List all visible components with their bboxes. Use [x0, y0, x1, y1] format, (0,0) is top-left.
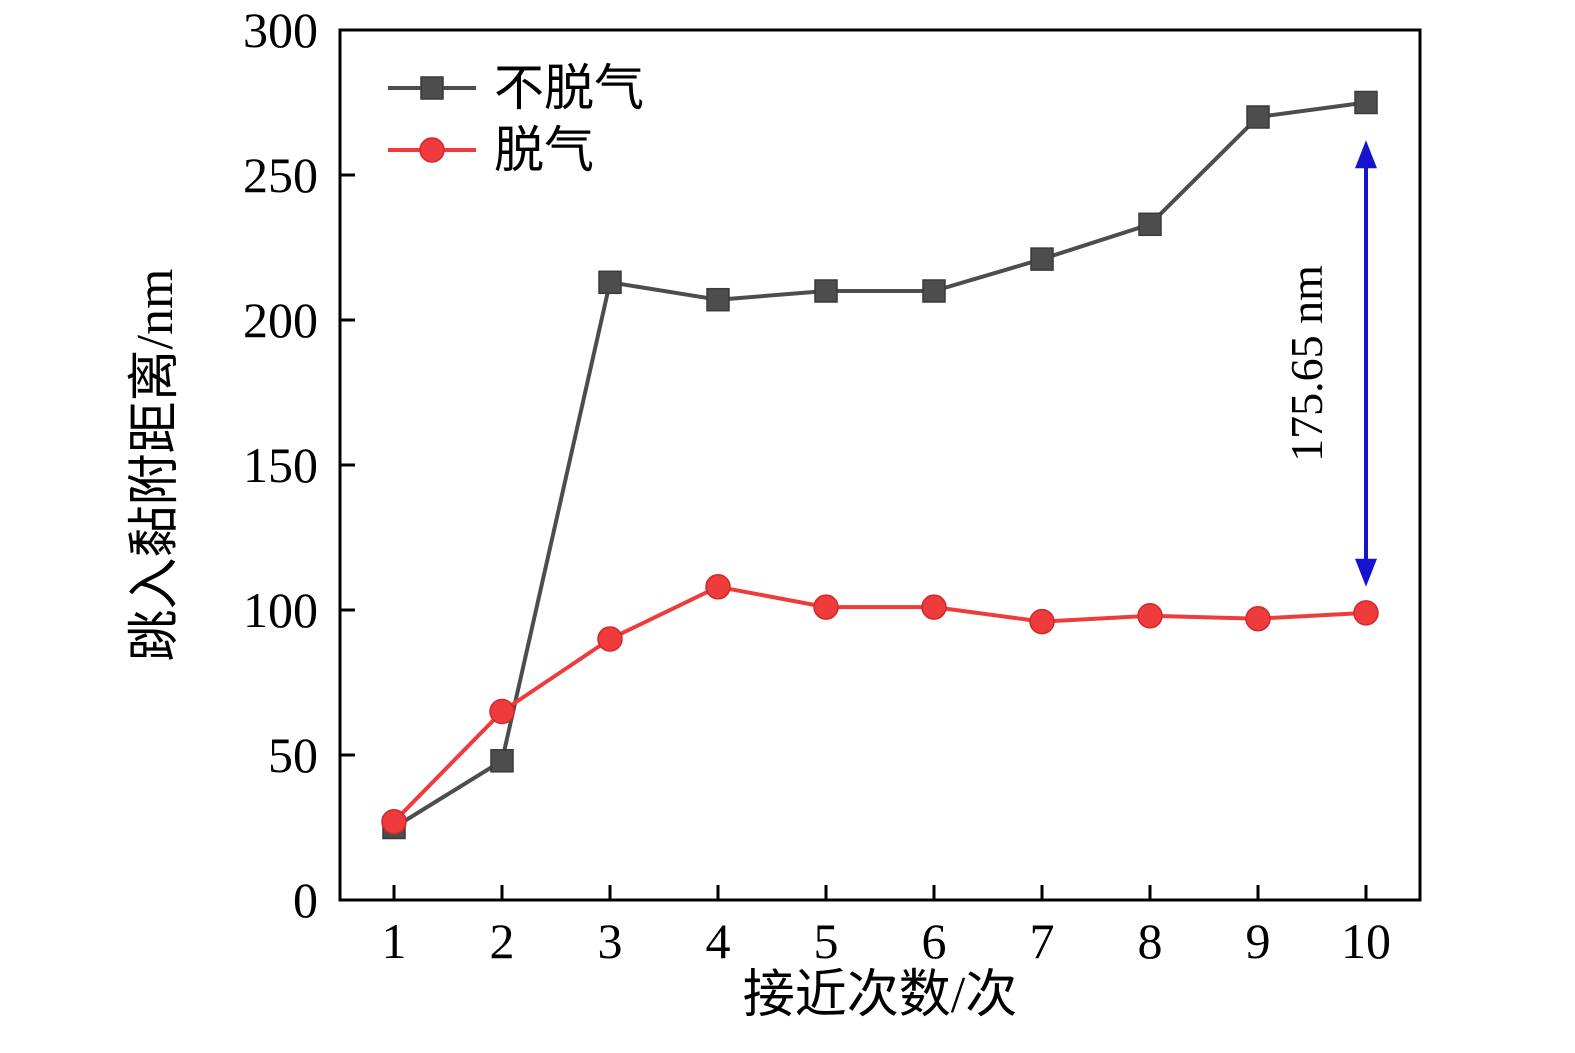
x-tick-label: 1 — [382, 913, 407, 969]
x-tick-label: 4 — [706, 913, 731, 969]
y-tick-label: 0 — [293, 872, 318, 928]
data-point-square — [814, 279, 838, 303]
data-point-circle — [489, 698, 515, 725]
legend-label: 不脱气 — [494, 60, 644, 116]
data-point-circle — [1245, 605, 1271, 632]
x-tick-label: 9 — [1246, 913, 1271, 969]
x-tick-label: 10 — [1341, 913, 1391, 969]
x-tick-label: 7 — [1030, 913, 1055, 969]
legend-marker-circle — [419, 137, 445, 163]
x-tick-label: 6 — [922, 913, 947, 969]
data-point-square — [1138, 212, 1162, 237]
data-point-square — [490, 749, 514, 773]
annotation-label: 175.65 nm — [1281, 265, 1332, 462]
x-tick-label: 3 — [598, 913, 623, 969]
x-tick-label: 8 — [1138, 913, 1163, 969]
data-point-circle — [1353, 600, 1379, 626]
y-tick-label: 200 — [243, 292, 318, 348]
data-point-circle — [705, 574, 731, 600]
x-tick-label: 2 — [490, 913, 515, 969]
data-point-square — [1246, 105, 1270, 129]
y-tick-label: 250 — [243, 147, 318, 203]
x-tick-label: 5 — [814, 913, 839, 969]
data-point-square — [922, 279, 946, 303]
x-axis-title: 接近次数/次 — [743, 967, 1017, 1024]
data-point-square — [1354, 90, 1378, 115]
data-point-circle — [1029, 608, 1055, 635]
y-tick-label: 50 — [268, 727, 318, 783]
data-point-square — [598, 270, 622, 295]
y-tick-label: 150 — [243, 437, 318, 493]
annotation-arrowhead-down — [1355, 558, 1377, 587]
data-point-circle — [1137, 603, 1163, 629]
y-tick-label: 100 — [243, 582, 318, 638]
legend-label: 脱气 — [494, 122, 594, 178]
series-line — [392, 584, 1367, 824]
annotation-arrowhead-up — [1355, 140, 1377, 169]
y-tick-label: 300 — [243, 2, 318, 58]
series-line — [392, 100, 1367, 830]
y-axis-title: 跳入黏附距离/nm — [127, 269, 184, 662]
data-point-circle — [597, 626, 623, 652]
data-point-square — [1030, 247, 1054, 271]
data-point-circle — [921, 594, 947, 620]
legend-marker-square — [420, 76, 444, 100]
data-point-circle — [813, 594, 839, 620]
data-point-square — [706, 287, 730, 312]
data-point-circle — [381, 808, 407, 835]
